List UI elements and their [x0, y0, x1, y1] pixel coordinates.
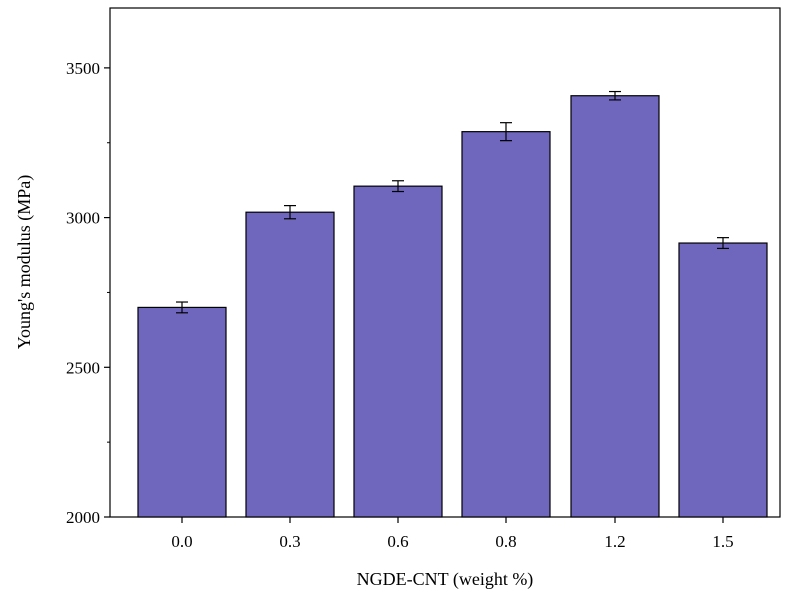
x-tick-label-1.2: 1.2	[604, 532, 625, 551]
x-axis: 0.0 0.3 0.6 0.8 1.2 1.5	[171, 517, 734, 551]
error-bar-0.6	[392, 180, 404, 193]
error-bars-group	[176, 90, 729, 314]
error-bar-1.2	[609, 90, 621, 101]
error-bar-0.3	[284, 205, 296, 220]
y-tick-label-3000: 3000	[66, 209, 100, 228]
y-tick-label-2000: 2000	[66, 508, 100, 527]
x-tick-label-0.0: 0.0	[171, 532, 192, 551]
bar-0.0	[137, 306, 227, 518]
y-tick-label-2500: 2500	[66, 358, 100, 377]
y-tick-label-3500: 3500	[66, 59, 100, 78]
y-axis: 2000 2500 3000 3500	[66, 59, 110, 527]
x-tick-label-0.6: 0.6	[387, 532, 408, 551]
error-bar-0.0	[176, 301, 188, 314]
bar-1.5	[678, 242, 768, 518]
error-bar-1.5	[717, 237, 729, 250]
bars-group	[137, 95, 768, 518]
x-tick-label-0.3: 0.3	[279, 532, 300, 551]
bar-0.8	[461, 131, 551, 518]
bar-0.6	[353, 185, 443, 518]
error-bar-0.8	[500, 122, 512, 142]
x-tick-label-0.8: 0.8	[495, 532, 516, 551]
x-axis-title: NGDE-CNT (weight %)	[357, 569, 534, 590]
x-tick-label-1.5: 1.5	[712, 532, 733, 551]
bar-0.3	[245, 211, 335, 518]
plot-frame	[109, 7, 781, 518]
bar-1.2	[570, 95, 660, 518]
y-axis-title: Young's modulus (MPa)	[14, 175, 35, 349]
